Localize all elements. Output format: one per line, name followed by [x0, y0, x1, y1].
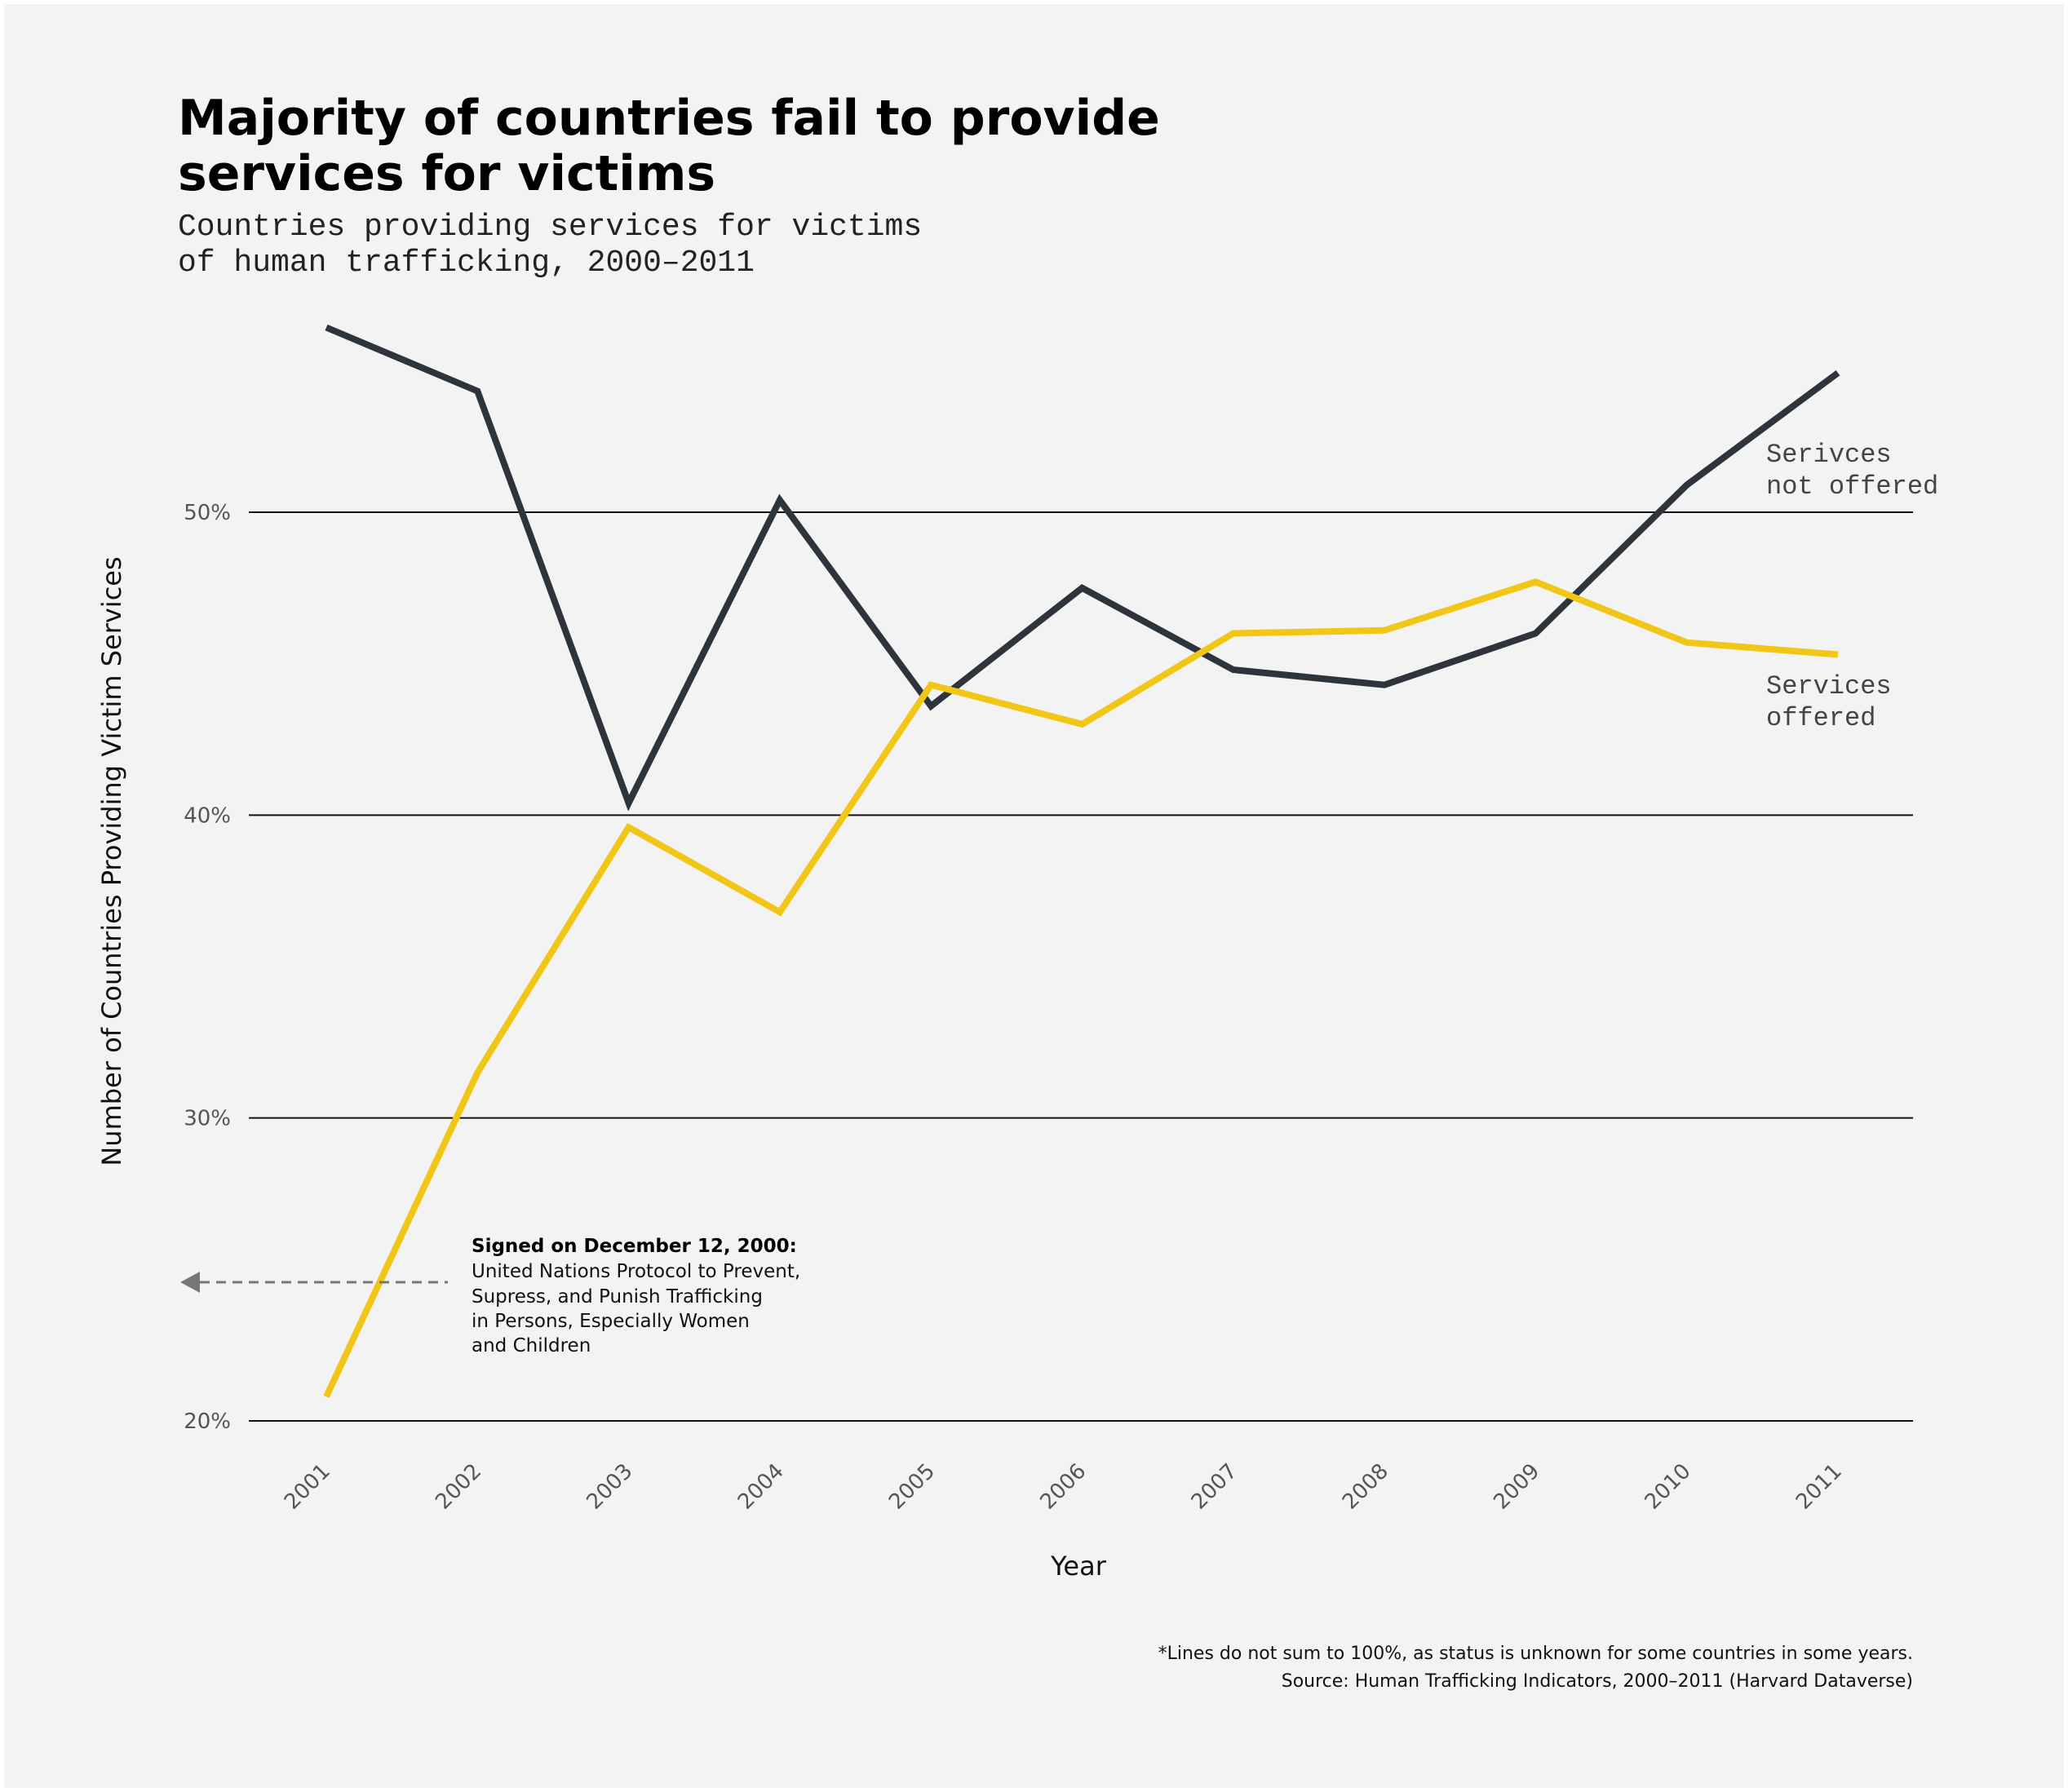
series-label-not-offered-line-1: Serivces	[1766, 440, 1892, 470]
y-tick-label: 50%	[184, 501, 231, 525]
x-tick-label: 2001	[280, 1459, 335, 1515]
annotation-line-3: in Persons, Especially Women	[472, 1311, 750, 1332]
series-line-services-not-offered	[325, 324, 1840, 812]
x-axis-label: Year	[1050, 1551, 1107, 1582]
chart-panel: Majority of countries fail to provide se…	[4, 4, 2064, 1788]
y-tick-label: 20%	[184, 1409, 231, 1434]
x-tick-label: 2004	[733, 1459, 789, 1515]
x-tick-label: 2005	[884, 1459, 940, 1515]
x-tick-label: 2008	[1338, 1459, 1393, 1515]
chart-title-line-1: Majority of countries fail to provide	[178, 90, 1160, 147]
annotation-heading: Signed on December 12, 2000:	[472, 1236, 797, 1257]
x-axis-ticks: 2001 2002 2003 2004 2005 2006 2007 2008 2009 2010…	[280, 1459, 1847, 1515]
series-label-offered-line-2: offered	[1766, 703, 1875, 733]
x-tick-label: 2010	[1641, 1459, 1696, 1515]
y-tick-label: 40%	[184, 803, 231, 828]
x-tick-label: 2011	[1791, 1459, 1847, 1515]
y-axis-ticks: 20% 30% 40% 50%	[184, 501, 231, 1434]
series-lines	[323, 324, 1840, 1398]
x-tick-label: 2003	[582, 1459, 638, 1515]
chart-subtitle-line-2: of human trafficking, 2000–2011	[178, 246, 755, 281]
line-chart: Majority of countries fail to provide se…	[96, 90, 1938, 1692]
y-axis-label: Number of Countries Providing Victim Ser…	[96, 556, 127, 1166]
annotation-line-4: and Children	[472, 1335, 591, 1356]
gridlines	[249, 511, 1913, 1422]
x-tick-label: 2009	[1489, 1459, 1544, 1515]
annotation-line-1: United Nations Protocol to Prevent,	[472, 1261, 800, 1282]
chart-subtitle-line-1: Countries providing services for victims	[178, 210, 922, 245]
series-label-offered-line-1: Services	[1766, 671, 1892, 701]
treaty-annotation: Signed on December 12, 2000: United Nati…	[180, 1236, 800, 1356]
series-label-not-offered-line-2: not offered	[1766, 471, 1938, 502]
annotation-arrowhead	[180, 1272, 200, 1293]
footnote-source: Source: Human Trafficking Indicators, 20…	[1282, 1671, 1913, 1692]
x-tick-label: 2006	[1035, 1459, 1091, 1515]
y-tick-label: 30%	[184, 1107, 231, 1131]
series-line-services-offered	[323, 578, 1839, 1398]
footnote-disclaimer: *Lines do not sum to 100%, as status is …	[1158, 1644, 1913, 1664]
annotation-line-2: Supress, and Punish Trafficking	[472, 1286, 763, 1307]
chart-title-line-2: services for victims	[178, 145, 715, 202]
x-tick-label: 2007	[1187, 1459, 1242, 1515]
x-tick-label: 2002	[431, 1459, 486, 1515]
